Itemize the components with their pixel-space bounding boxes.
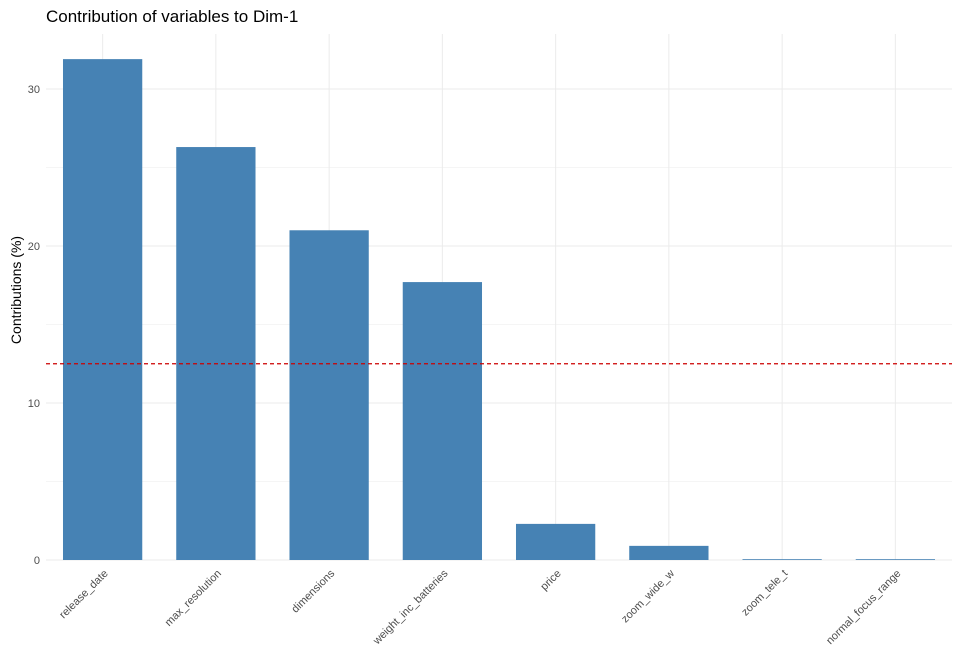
x-tick-label: zoom_tele_t (739, 568, 790, 619)
bar-price (515, 523, 596, 560)
y-ticks: 0 10 20 30 (28, 84, 40, 567)
bar-dimensions (289, 230, 369, 560)
x-tick-label: price (538, 568, 563, 593)
y-tick-label: 10 (28, 398, 40, 410)
x-tick-label: normal_focus_range (824, 568, 903, 647)
x-ticks: release_date max_resolution dimensions weig… (57, 567, 903, 647)
x-tick-label: dimensions (289, 567, 337, 615)
x-tick-label: weight_inc_batteries (370, 567, 450, 647)
bar-zoom_wide_w (629, 545, 709, 560)
chart-title: Contribution of variables to Dim-1 (46, 7, 298, 26)
y-tick-label: 0 (34, 555, 40, 567)
bar-release_date (62, 59, 143, 561)
y-tick-label: 30 (28, 84, 40, 96)
x-tick-label: release_date (57, 568, 110, 621)
y-axis-label: Contributions (%) (8, 236, 24, 344)
x-tick-label: max_resolution (163, 568, 224, 629)
bar-normal_focus_range (855, 559, 936, 560)
bars (62, 59, 936, 561)
x-tick-label: zoom_wide_w (619, 568, 677, 626)
bar-zoom_tele_t (742, 559, 822, 560)
y-tick-label: 20 (28, 241, 40, 253)
bar-weight_inc_batteries (402, 282, 483, 560)
bar-max_resolution (176, 147, 256, 560)
